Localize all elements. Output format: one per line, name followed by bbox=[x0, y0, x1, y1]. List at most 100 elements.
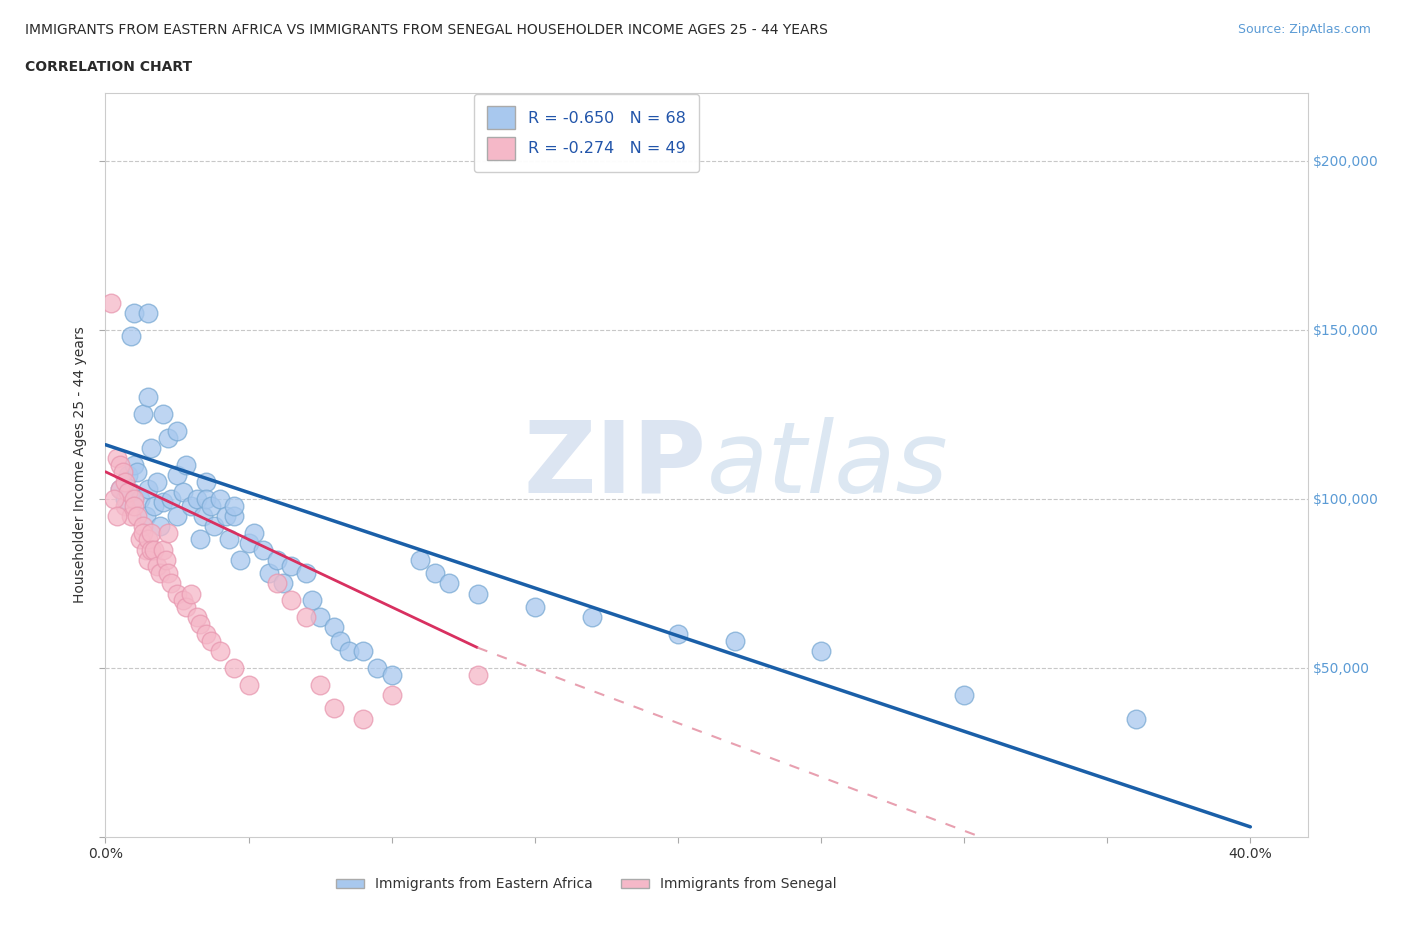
Text: Source: ZipAtlas.com: Source: ZipAtlas.com bbox=[1237, 23, 1371, 36]
Point bbox=[108, 458, 131, 472]
Point bbox=[257, 565, 280, 580]
Point bbox=[208, 491, 231, 506]
Text: ZIP: ZIP bbox=[523, 417, 707, 513]
Point bbox=[125, 509, 148, 524]
Point bbox=[172, 485, 194, 499]
Point bbox=[581, 610, 603, 625]
Point bbox=[149, 565, 172, 580]
Point bbox=[271, 576, 294, 591]
Point bbox=[131, 406, 153, 421]
Point bbox=[122, 458, 145, 472]
Point bbox=[146, 474, 169, 489]
Point bbox=[352, 644, 374, 658]
Point bbox=[120, 329, 142, 344]
Point bbox=[1125, 711, 1147, 726]
Point bbox=[114, 474, 136, 489]
Point bbox=[155, 552, 177, 567]
Point bbox=[224, 509, 246, 524]
Point bbox=[120, 509, 142, 524]
Point bbox=[953, 687, 976, 702]
Point bbox=[280, 592, 302, 607]
Point bbox=[138, 305, 160, 320]
Point bbox=[352, 711, 374, 726]
Point bbox=[280, 559, 302, 574]
Point bbox=[323, 620, 346, 635]
Point bbox=[125, 464, 148, 479]
Point bbox=[194, 627, 217, 642]
Point bbox=[224, 498, 246, 513]
Point bbox=[105, 509, 128, 524]
Point bbox=[111, 464, 134, 479]
Point bbox=[301, 592, 323, 607]
Point bbox=[128, 532, 150, 547]
Point bbox=[166, 468, 188, 483]
Point bbox=[214, 509, 236, 524]
Point bbox=[266, 552, 288, 567]
Point bbox=[135, 542, 157, 557]
Point bbox=[108, 481, 131, 496]
Text: CORRELATION CHART: CORRELATION CHART bbox=[25, 60, 193, 74]
Point bbox=[467, 667, 489, 682]
Point bbox=[166, 509, 188, 524]
Point bbox=[194, 491, 217, 506]
Point bbox=[200, 633, 222, 648]
Point bbox=[166, 586, 188, 601]
Point bbox=[131, 518, 153, 533]
Point bbox=[224, 660, 246, 675]
Point bbox=[157, 525, 180, 540]
Point bbox=[295, 565, 318, 580]
Point bbox=[523, 600, 546, 615]
Point bbox=[174, 600, 197, 615]
Y-axis label: Householder Income Ages 25 - 44 years: Householder Income Ages 25 - 44 years bbox=[73, 326, 87, 604]
Point bbox=[188, 617, 211, 631]
Point bbox=[810, 644, 832, 658]
Point bbox=[266, 576, 288, 591]
Point bbox=[117, 485, 139, 499]
Point bbox=[381, 687, 404, 702]
Point bbox=[202, 518, 225, 533]
Point bbox=[218, 532, 240, 547]
Point bbox=[329, 633, 352, 648]
Point bbox=[149, 518, 172, 533]
Point bbox=[138, 552, 160, 567]
Point bbox=[191, 509, 214, 524]
Text: atlas: atlas bbox=[707, 417, 948, 513]
Point bbox=[143, 498, 166, 513]
Point bbox=[309, 677, 332, 692]
Point bbox=[128, 491, 150, 506]
Point bbox=[160, 491, 183, 506]
Point bbox=[122, 491, 145, 506]
Point bbox=[423, 565, 446, 580]
Point bbox=[103, 491, 125, 506]
Point bbox=[120, 485, 142, 499]
Point bbox=[323, 701, 346, 716]
Point bbox=[117, 468, 139, 483]
Point bbox=[114, 491, 136, 506]
Point bbox=[141, 441, 163, 456]
Point bbox=[160, 576, 183, 591]
Point bbox=[157, 431, 180, 445]
Point bbox=[141, 542, 163, 557]
Point bbox=[108, 481, 131, 496]
Point bbox=[309, 610, 332, 625]
Point bbox=[186, 610, 208, 625]
Point bbox=[143, 542, 166, 557]
Point bbox=[366, 660, 388, 675]
Point bbox=[724, 633, 747, 648]
Point bbox=[238, 536, 260, 551]
Point bbox=[437, 576, 460, 591]
Point bbox=[135, 509, 157, 524]
Point bbox=[152, 406, 174, 421]
Point bbox=[122, 305, 145, 320]
Point bbox=[157, 565, 180, 580]
Legend: Immigrants from Eastern Africa, Immigrants from Senegal: Immigrants from Eastern Africa, Immigran… bbox=[330, 872, 842, 897]
Point bbox=[105, 451, 128, 466]
Point bbox=[122, 498, 145, 513]
Point bbox=[152, 495, 174, 510]
Text: IMMIGRANTS FROM EASTERN AFRICA VS IMMIGRANTS FROM SENEGAL HOUSEHOLDER INCOME AGE: IMMIGRANTS FROM EASTERN AFRICA VS IMMIGR… bbox=[25, 23, 828, 37]
Point bbox=[194, 474, 217, 489]
Point bbox=[337, 644, 360, 658]
Point bbox=[174, 458, 197, 472]
Point bbox=[180, 498, 202, 513]
Point bbox=[186, 491, 208, 506]
